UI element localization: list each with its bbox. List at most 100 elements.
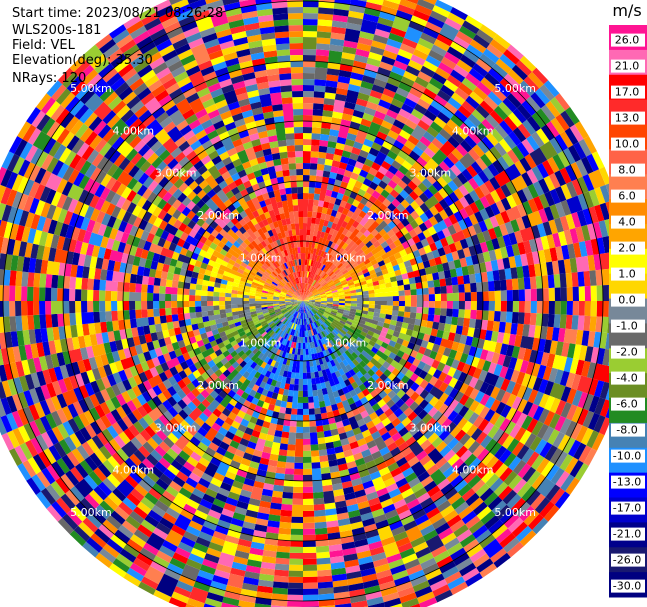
velocity-gate bbox=[315, 185, 341, 256]
velocity-gate bbox=[325, 307, 419, 339]
velocity-gate bbox=[171, 341, 180, 351]
velocity-gate bbox=[257, 8, 273, 17]
velocity-gate bbox=[138, 397, 202, 458]
velocity-gate bbox=[129, 305, 292, 377]
velocity-gate bbox=[198, 249, 229, 267]
velocity-gate bbox=[178, 15, 196, 27]
velocity-gate bbox=[508, 131, 522, 146]
velocity-gate bbox=[163, 256, 172, 266]
velocity-gate bbox=[337, 426, 396, 591]
velocity-gate bbox=[555, 114, 570, 132]
velocity-gate bbox=[230, 75, 244, 85]
velocity-gate bbox=[0, 237, 180, 282]
velocity-gate bbox=[349, 78, 387, 161]
velocity-gate bbox=[18, 241, 104, 270]
velocity-gate bbox=[236, 205, 245, 214]
velocity-gate bbox=[327, 141, 364, 229]
velocity-gate bbox=[30, 305, 286, 389]
velocity-gate bbox=[345, 164, 355, 173]
velocity-gate bbox=[207, 296, 214, 301]
velocity-gate bbox=[453, 163, 549, 222]
velocity-gate bbox=[95, 170, 107, 184]
velocity-gate bbox=[535, 274, 561, 289]
velocity-gate bbox=[312, 134, 420, 287]
velocity-gate bbox=[306, 306, 392, 442]
velocity-gate bbox=[530, 301, 537, 314]
velocity-gate bbox=[319, 455, 333, 492]
velocity-gate bbox=[310, 450, 320, 457]
velocity-gate bbox=[303, 129, 368, 301]
velocity-gate bbox=[97, 223, 124, 242]
velocity-gate bbox=[433, 191, 444, 203]
velocity-gate bbox=[46, 121, 304, 301]
velocity-gate bbox=[380, 498, 394, 509]
velocity-gate bbox=[554, 451, 568, 468]
velocity-gate bbox=[511, 441, 525, 457]
velocity-gate bbox=[112, 218, 205, 263]
velocity-gate bbox=[458, 371, 495, 397]
velocity-gate bbox=[510, 369, 520, 383]
velocity-gate bbox=[333, 488, 352, 533]
velocity-gate bbox=[203, 318, 299, 607]
velocity-gate bbox=[387, 80, 560, 230]
velocity-gate bbox=[400, 216, 424, 236]
velocity-gate bbox=[183, 503, 197, 515]
velocity-gate bbox=[256, 271, 263, 277]
velocity-gate bbox=[323, 98, 335, 106]
velocity-gate bbox=[271, 281, 278, 286]
velocity-gate bbox=[315, 539, 332, 577]
velocity-gate bbox=[56, 393, 68, 409]
velocity-gate bbox=[434, 279, 507, 295]
velocity-gate bbox=[281, 497, 293, 505]
velocity-gate bbox=[163, 180, 214, 226]
velocity-gate bbox=[515, 60, 533, 77]
velocity-gate bbox=[138, 257, 188, 277]
velocity-gate bbox=[7, 206, 18, 224]
velocity-gate bbox=[103, 466, 147, 511]
velocity-gate bbox=[137, 524, 153, 538]
velocity-gate bbox=[258, 573, 275, 582]
velocity-gate bbox=[280, 317, 286, 323]
velocity-gate bbox=[146, 470, 160, 483]
velocity-gate bbox=[330, 123, 341, 131]
velocity-gate bbox=[338, 69, 352, 78]
velocity-gate bbox=[91, 435, 104, 450]
velocity-gate bbox=[331, 434, 341, 442]
velocity-gate bbox=[303, 117, 565, 301]
velocity-gate bbox=[165, 507, 180, 520]
velocity-gate bbox=[0, 301, 4, 317]
velocity-gate bbox=[407, 78, 516, 191]
velocity-gate bbox=[114, 506, 130, 521]
velocity-gate bbox=[201, 452, 213, 463]
velocity-gate bbox=[272, 581, 289, 589]
velocity-gate bbox=[559, 167, 572, 184]
velocity-gate bbox=[561, 342, 570, 358]
velocity-gate bbox=[157, 403, 168, 415]
velocity-gate bbox=[144, 74, 160, 88]
velocity-gate bbox=[305, 152, 335, 284]
velocity-gate bbox=[419, 379, 485, 428]
velocity-gate bbox=[303, 492, 318, 583]
velocity-gate bbox=[158, 360, 189, 382]
velocity-gate bbox=[303, 301, 612, 366]
velocity-gate bbox=[372, 155, 395, 186]
velocity-gate bbox=[28, 181, 106, 224]
velocity-gate bbox=[403, 104, 490, 195]
velocity-gate bbox=[567, 243, 576, 259]
velocity-gate bbox=[308, 402, 315, 409]
velocity-gate bbox=[559, 418, 572, 435]
velocity-gate bbox=[433, 550, 450, 563]
velocity-gate bbox=[147, 180, 159, 192]
velocity-gate bbox=[51, 313, 59, 328]
velocity-gate bbox=[447, 453, 460, 466]
velocity-gate bbox=[45, 357, 229, 502]
velocity-gate bbox=[217, 443, 248, 498]
velocity-gate bbox=[543, 380, 600, 413]
velocity-gate bbox=[272, 551, 290, 595]
velocity-gate bbox=[345, 89, 359, 104]
velocity-gate bbox=[105, 400, 137, 426]
velocity-gate bbox=[220, 110, 252, 170]
velocity-gate bbox=[337, 67, 504, 261]
velocity-gate bbox=[422, 53, 496, 143]
velocity-gate bbox=[129, 225, 150, 241]
